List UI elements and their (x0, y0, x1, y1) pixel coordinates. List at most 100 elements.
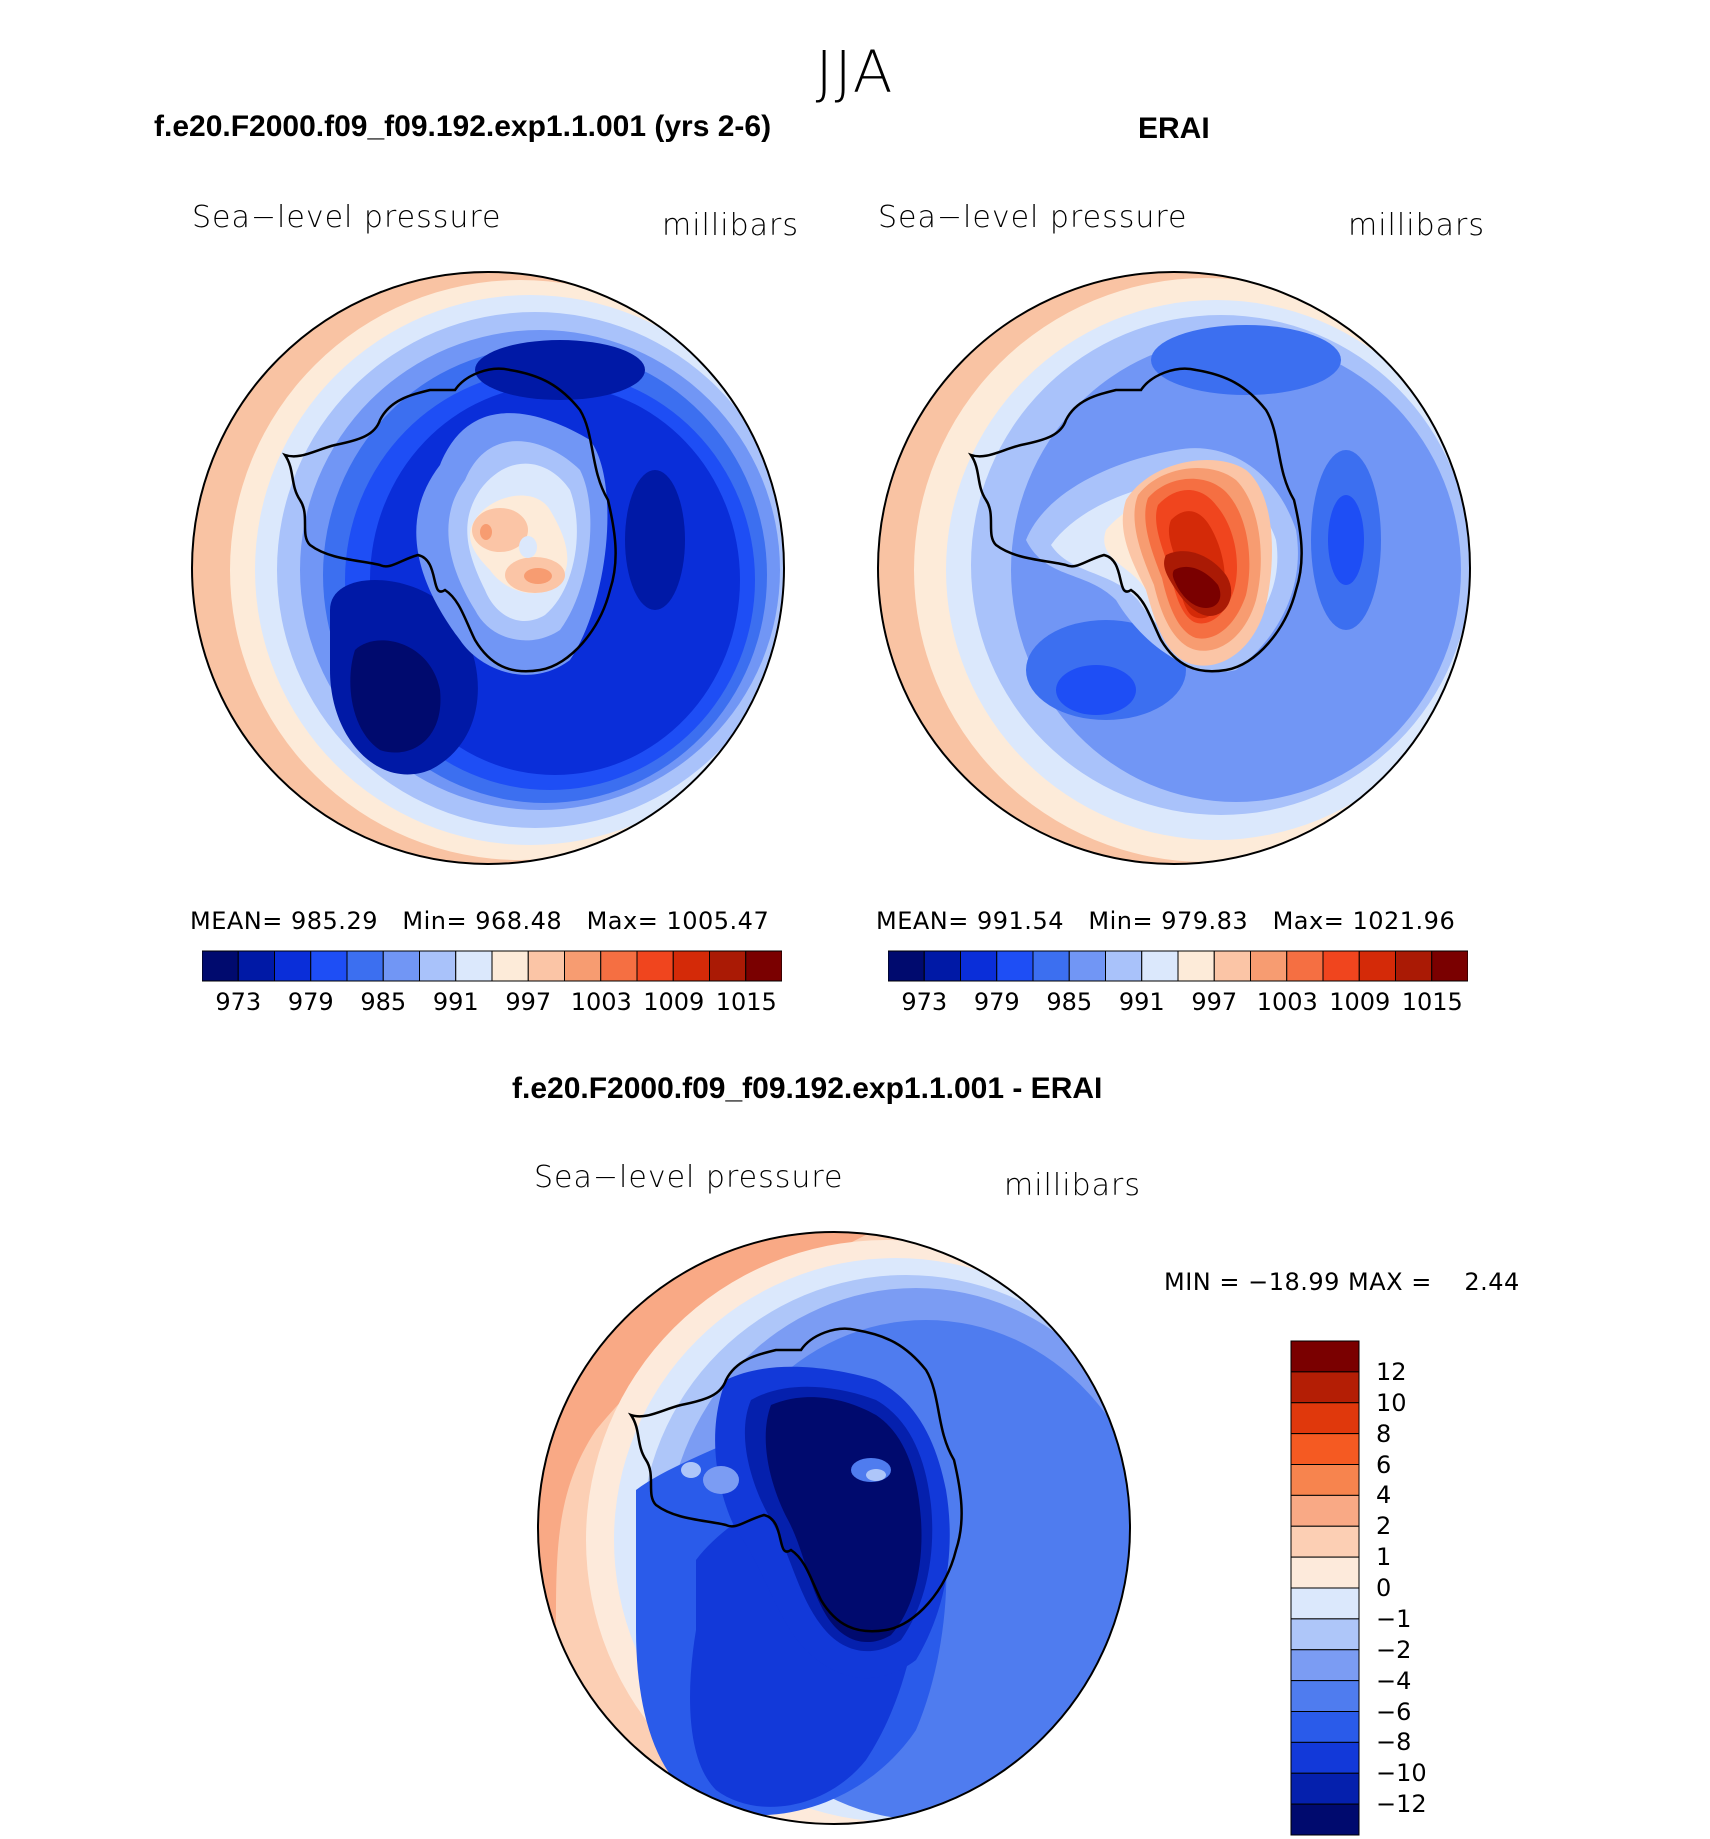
obs-colorbar-swatch (1213, 950, 1251, 982)
obs-max-label: Max= (1272, 907, 1345, 935)
obs-colorbar-swatch (923, 950, 961, 982)
model-colorbar-swatch (382, 950, 420, 982)
diff-colorbar-swatch (1290, 1402, 1360, 1435)
diff-colorbar-swatch (1290, 1340, 1360, 1373)
model-colorbar-tick-label: 1003 (570, 988, 632, 1016)
obs-colorbar-swatch (1286, 950, 1324, 982)
obs-colorbar-swatch (1032, 950, 1070, 982)
obs-colorbar-swatch (960, 950, 998, 982)
diff-colorbar-swatch (1290, 1433, 1360, 1465)
model-colorbar-swatch (202, 950, 239, 982)
model-antarctica-coastline (281, 367, 617, 673)
obs-colorbar-swatch (1068, 950, 1106, 982)
model-colorbar-swatch (636, 950, 674, 982)
diff-colorbar-swatch (1290, 1556, 1360, 1589)
model-colorbar-tick-label: 991 (432, 988, 479, 1016)
obs-colorbar-tick-label: 1009 (1329, 988, 1391, 1016)
model-colorbar-swatch (237, 950, 275, 982)
model-colorbar-swatch (274, 950, 312, 982)
obs-colorbar-swatch (1141, 950, 1179, 982)
obs-polar-map (877, 271, 1471, 865)
model-variable-label: Sea−level pressure (192, 200, 502, 235)
diff-colorbar-tick-label: −1 (1376, 1604, 1412, 1633)
model-colorbar-swatch (564, 950, 602, 982)
obs-stats-line: MEAN= 991.54 Min= 979.83 Max= 1021.96 (876, 907, 1455, 935)
model-colorbar-swatch (672, 950, 710, 982)
model-min-label: Min= (402, 907, 468, 935)
obs-colorbar-tick-label: 979 (973, 988, 1020, 1016)
model-colorbar-swatch (346, 950, 384, 982)
model-panel-title: f.e20.F2000.f09_f09.192.exp1.1.001 (yrs … (154, 110, 772, 143)
diff-colorbar-swatch (1290, 1464, 1360, 1496)
model-colorbar-tick-label: 997 (505, 988, 552, 1016)
diff-colorbar-swatch (1290, 1741, 1360, 1774)
obs-colorbar-swatch (1322, 950, 1360, 982)
model-colorbar-tick-label: 979 (287, 988, 334, 1016)
model-max-label: Max= (586, 907, 659, 935)
model-units-label: millibars (662, 208, 799, 243)
diff-min-max-label: MIN = −18.99 MAX = 2.44 (1164, 1268, 1520, 1296)
diff-colorbar-tick-label: 8 (1376, 1419, 1392, 1448)
diff-colorbar-tick-label: −2 (1376, 1635, 1412, 1664)
diff-antarctica-coastline (627, 1327, 963, 1633)
obs-mean-label: MEAN= (876, 907, 969, 935)
obs-slp-contours (878, 272, 1470, 864)
diff-colorbar-swatch (1290, 1494, 1360, 1527)
diff-colorbar-ticks: 12 10 8 6 4 2 1 0 −1 −2 −4 −6 −8 −10 −12 (1376, 1340, 1486, 1836)
diff-colorbar-tick-label: 0 (1376, 1574, 1392, 1602)
diff-colorbar-swatch (1290, 1371, 1360, 1404)
season-title: JJA (815, 38, 895, 106)
obs-colorbar-tick-label: 997 (1191, 988, 1238, 1016)
model-colorbar-swatch (709, 950, 747, 982)
obs-colorbar-swatch (1250, 950, 1288, 982)
obs-units-label: millibars (1348, 208, 1485, 243)
obs-colorbar-tick-label: 991 (1118, 988, 1165, 1016)
model-colorbar-swatch (455, 950, 493, 982)
model-colorbar-tick-label: 1009 (643, 988, 705, 1016)
diff-colorbar-swatch (1290, 1525, 1360, 1558)
model-colorbar-swatch (491, 950, 529, 982)
diff-colorbar-tick-label: 6 (1376, 1450, 1392, 1479)
model-mean-label: MEAN= (190, 907, 283, 935)
obs-colorbar-swatch (1395, 950, 1433, 982)
obs-colorbar-swatch (888, 950, 925, 982)
obs-colorbar-tick-label: 973 (901, 988, 948, 1016)
model-colorbar-swatch (600, 950, 638, 982)
obs-min-label: Min= (1088, 907, 1154, 935)
obs-panel-title: ERAI (1138, 112, 1210, 145)
diff-colorbar-swatch (1290, 1649, 1360, 1682)
diff-colorbar-tick-label: 1 (1376, 1543, 1392, 1572)
model-min-value: 968.48 (475, 907, 563, 935)
model-colorbar-ticks: 973 979 985 991 997 1003 1009 1015 (190, 988, 790, 1018)
diff-colorbar-tick-label: −8 (1376, 1728, 1412, 1757)
diff-colorbar-tick-label: 12 (1376, 1357, 1407, 1386)
model-max-value: 1005.47 (666, 907, 770, 935)
diff-polar-map (537, 1231, 1131, 1825)
diff-colorbar (1290, 1340, 1360, 1836)
obs-colorbar-tick-label: 1003 (1256, 988, 1318, 1016)
diff-colorbar-tick-label: 2 (1376, 1512, 1392, 1541)
diff-colorbar-swatch (1290, 1772, 1360, 1805)
obs-colorbar-swatch (1105, 950, 1143, 982)
obs-max-value: 1021.96 (1352, 907, 1456, 935)
diff-colorbar-tick-label: −12 (1376, 1790, 1427, 1819)
obs-colorbar-tick-label: 985 (1046, 988, 1093, 1016)
diff-colorbar-tick-label: −4 (1376, 1666, 1412, 1695)
model-colorbar-swatch (745, 950, 782, 982)
diff-slp-contours (538, 1232, 1130, 1824)
model-colorbar-swatch (419, 950, 457, 982)
diff-colorbar-tick-label: 10 (1376, 1388, 1407, 1417)
model-colorbar-tick-label: 973 (215, 988, 262, 1016)
model-mean-value: 985.29 (291, 907, 378, 935)
diff-units-label: millibars (1004, 1168, 1141, 1203)
obs-variable-label: Sea−level pressure (878, 200, 1188, 235)
diff-panel-title: f.e20.F2000.f09_f09.192.exp1.1.001 - ERA… (512, 1072, 1103, 1105)
diff-colorbar-swatch (1290, 1803, 1360, 1836)
model-colorbar-tick-label: 1015 (715, 988, 777, 1016)
model-colorbar-swatch (310, 950, 348, 982)
diff-colorbar-tick-label: −6 (1376, 1697, 1412, 1726)
obs-antarctica-coastline (967, 367, 1303, 673)
model-colorbar-swatch (527, 950, 565, 982)
model-colorbar (202, 950, 782, 982)
obs-colorbar-swatch (1358, 950, 1396, 982)
